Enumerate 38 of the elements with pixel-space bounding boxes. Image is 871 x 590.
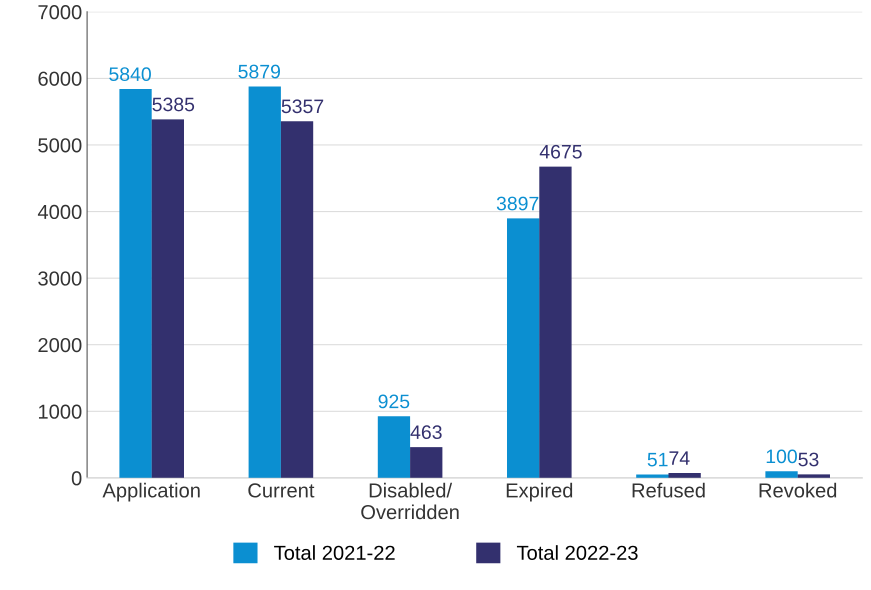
bar [539, 166, 572, 478]
bar [378, 416, 410, 478]
data-label: 3897 [496, 196, 538, 210]
data-label: 5879 [238, 64, 280, 78]
legend-label: Total 2022-23 [516, 545, 638, 560]
data-label: 5840 [109, 67, 151, 82]
data-label: 925 [378, 394, 410, 408]
data-label: 4675 [540, 144, 582, 159]
y-tick-label: 6000 [38, 72, 82, 86]
y-tick-label: 2000 [38, 338, 82, 352]
data-label: 463 [410, 425, 442, 440]
y-tick-label: 3000 [38, 271, 82, 286]
y-tick-label: 0 [72, 471, 82, 486]
y-tick-label: 1000 [38, 404, 82, 419]
bar [248, 86, 281, 478]
bar [668, 472, 701, 478]
legend-label: Total 2021-22 [274, 545, 395, 560]
x-tick-label: Refused [632, 482, 705, 498]
y-tick-label: 7000 [38, 5, 82, 20]
x-tick-label: Application [102, 482, 200, 502]
y-tick-label: 4000 [38, 204, 82, 220]
bar [280, 121, 314, 478]
data-label: 5385 [152, 98, 194, 112]
bar [152, 119, 184, 478]
y-tick-label: 5000 [38, 138, 82, 152]
data-label: 53 [798, 452, 818, 466]
data-label: 74 [669, 451, 690, 465]
x-tick-label: Revoked [760, 482, 836, 498]
bar [506, 218, 540, 478]
data-label: 51 [648, 452, 668, 466]
x-tick-label: Expired [506, 482, 572, 502]
x-tick-label: Current [248, 483, 314, 498]
data-label: 100 [766, 449, 797, 464]
bar [765, 471, 798, 478]
bar [410, 447, 442, 478]
bar [119, 89, 152, 478]
x-tick-label: Disabled/ Overridden [361, 482, 459, 520]
data-label: 5357 [282, 99, 324, 114]
